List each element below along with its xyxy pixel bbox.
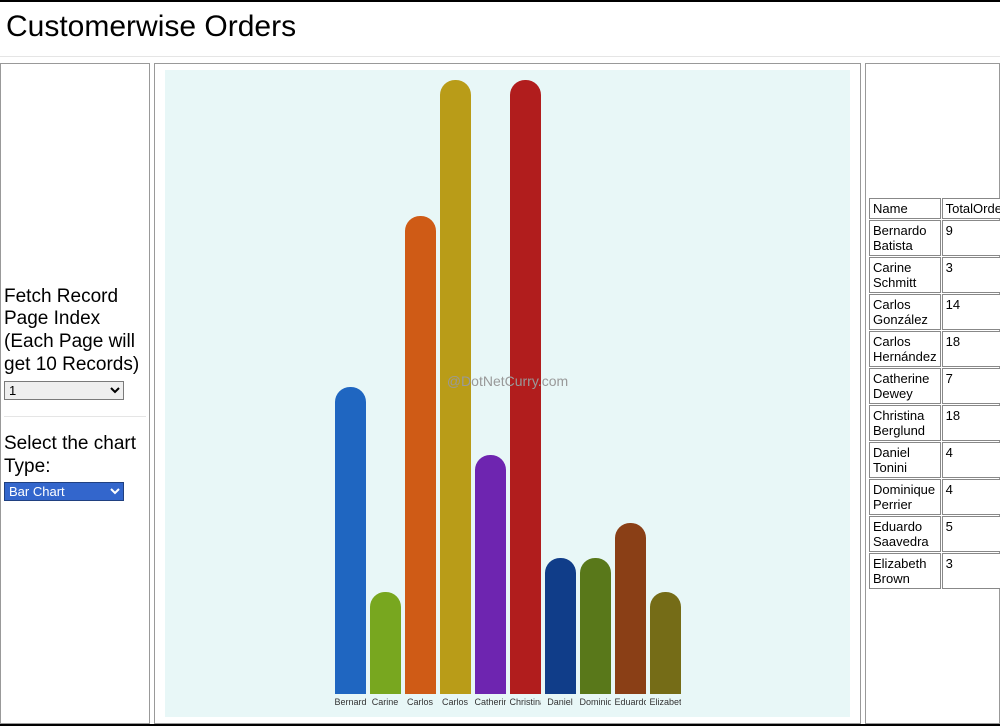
controls-panel: Fetch Record Page Index (Each Page will … [0, 63, 150, 724]
cell-totalorders: 3 [942, 553, 1000, 589]
table-row: Carine Schmitt3 [869, 257, 1000, 293]
cell-name: Elizabeth Brown [869, 553, 941, 589]
col-name: Name [869, 198, 941, 219]
table-header-row: Name TotalOrders [869, 198, 1000, 219]
table-row: Christina Berglund18 [869, 405, 1000, 441]
table-row: Elizabeth Brown3 [869, 553, 1000, 589]
cell-totalorders: 9 [942, 220, 1000, 256]
table-row: Daniel Tonini4 [869, 442, 1000, 478]
cell-name: Daniel Tonini [869, 442, 941, 478]
cell-name: Bernardo Batista [869, 220, 941, 256]
chart-bar [405, 216, 436, 694]
chart-panel: @DotNetCurry.com BernardoCarineCarlosCar… [154, 63, 861, 724]
cell-totalorders: 3 [942, 257, 1000, 293]
chart-bar [475, 455, 506, 694]
page-index-block: Fetch Record Page Index (Each Page will … [4, 286, 146, 400]
controls-divider [4, 416, 146, 417]
table-row: Carlos Hernández18 [869, 331, 1000, 367]
page-index-label: Fetch Record Page Index (Each Page will … [4, 286, 146, 377]
chart-xlabel: Carlos [440, 697, 471, 707]
page-root: Customerwise Orders Fetch Record Page In… [0, 0, 1000, 726]
cell-name: Dominique Perrier [869, 479, 941, 515]
chart-bar [615, 523, 646, 694]
chart-bar [440, 80, 471, 694]
cell-name: Catherine Dewey [869, 368, 941, 404]
table-row: Eduardo Saavedra5 [869, 516, 1000, 552]
chart-bar [545, 558, 576, 694]
chart-bar [370, 592, 401, 694]
data-table: Name TotalOrders Bernardo Batista9Carine… [868, 197, 1000, 590]
chart-type-select[interactable]: Bar Chart [4, 482, 124, 501]
cell-totalorders: 18 [942, 331, 1000, 367]
chart-type-block: Select the chart Type: Bar Chart [4, 433, 146, 502]
cell-name: Carine Schmitt [869, 257, 941, 293]
chart-bar [510, 80, 541, 694]
chart-xlabel: Carlos [405, 697, 436, 707]
chart-xlabel: Christina [510, 697, 541, 707]
chart-xlabel: Catherine [475, 697, 506, 707]
chart-bars-region [165, 70, 850, 694]
col-totalorders: TotalOrders [942, 198, 1000, 219]
cell-name: Eduardo Saavedra [869, 516, 941, 552]
table-row: Catherine Dewey7 [869, 368, 1000, 404]
cell-totalorders: 4 [942, 479, 1000, 515]
cell-totalorders: 7 [942, 368, 1000, 404]
chart-bar [335, 387, 366, 694]
chart-xlabel: Daniel [545, 697, 576, 707]
chart-xlabel: Elizabeth [650, 697, 681, 707]
table-row: Carlos González14 [869, 294, 1000, 330]
cell-totalorders: 4 [942, 442, 1000, 478]
page-index-select[interactable]: 1 [4, 381, 124, 400]
cell-name: Christina Berglund [869, 405, 941, 441]
chart-bar [580, 558, 611, 694]
cell-name: Carlos Hernández [869, 331, 941, 367]
chart-bar [650, 592, 681, 694]
chart-type-label: Select the chart Type: [4, 433, 146, 479]
cell-totalorders: 5 [942, 516, 1000, 552]
chart-xlabel: Eduardo [615, 697, 646, 707]
chart-xlabel: Bernardo [335, 697, 366, 707]
page-title: Customerwise Orders [0, 2, 1000, 56]
chart-xlabel: Dominique [580, 697, 611, 707]
chart-xlabels: Bernardo Carine Carlos Carlos Catherine Chris… [165, 694, 850, 717]
chart-area: @DotNetCurry.com BernardoCarineCarlosCar… [165, 70, 850, 717]
chart-xlabel: Carine [370, 697, 401, 707]
cell-totalorders: 18 [942, 405, 1000, 441]
table-panel: Name TotalOrders Bernardo Batista9Carine… [865, 63, 1000, 724]
title-divider [0, 56, 1000, 57]
table-row: Bernardo Batista9 [869, 220, 1000, 256]
table-row: Dominique Perrier4 [869, 479, 1000, 515]
main-layout: Fetch Record Page Index (Each Page will … [0, 63, 1000, 724]
cell-totalorders: 14 [942, 294, 1000, 330]
cell-name: Carlos González [869, 294, 941, 330]
